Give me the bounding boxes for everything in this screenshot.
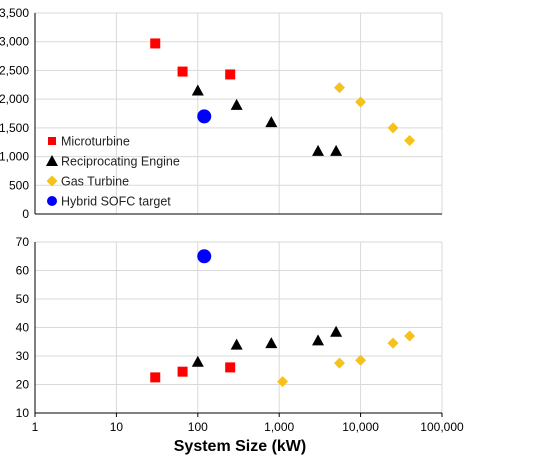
bottom-point-gas-turbine	[355, 354, 367, 366]
bottom-point-reciprocating-engine	[312, 334, 325, 346]
bottom-point-reciprocating-engine	[230, 338, 243, 350]
bottom-y-tick-label: 60	[16, 264, 30, 278]
x-tick-label: 1	[32, 420, 39, 434]
bottom-point-reciprocating-engine	[330, 325, 343, 337]
top-y-tick-label: 2,000	[0, 92, 29, 106]
top-panel: 0 500 1,000 1,500 2,000 2,500 3,000 3,500	[0, 6, 443, 221]
bottom-y-tick-label: 70	[16, 235, 30, 249]
top-point-gas-turbine	[387, 122, 399, 134]
legend-label-hybrid-sofc-target: Hybrid SOFC target	[61, 195, 171, 209]
top-point-gas-turbine	[355, 96, 367, 108]
legend-marker-microturbine	[48, 137, 56, 145]
bottom-y-tick-label: 10	[16, 406, 30, 420]
bottom-point-hybrid-sofc-target	[197, 249, 212, 264]
legend-marker-hybrid-sofc-target	[47, 196, 57, 206]
x-tick-label: 100,000	[420, 420, 464, 434]
top-point-microturbine	[177, 66, 188, 77]
legend-marker-gas-turbine	[46, 175, 58, 187]
top-point-reciprocating-engine	[330, 144, 343, 156]
bottom-y-tick-label: 20	[16, 378, 30, 392]
bottom-point-microturbine	[225, 362, 236, 373]
top-y-tick-label: 2,500	[0, 63, 29, 77]
x-tick-label: 10	[110, 420, 124, 434]
bottom-point-gas-turbine	[404, 330, 416, 342]
bottom-point-reciprocating-engine	[265, 337, 278, 349]
bottom-point-gas-turbine	[333, 357, 345, 369]
x-tick-label: 10,000	[342, 420, 379, 434]
top-point-hybrid-sofc-target	[197, 109, 212, 124]
top-point-microturbine	[150, 38, 161, 49]
legend: Microturbine Reciprocating Engine Gas Turb…	[46, 135, 180, 209]
top-y-tick-label: 1,000	[0, 150, 29, 164]
bottom-y-tick-label: 30	[16, 349, 30, 363]
bottom-point-gas-turbine	[277, 376, 289, 388]
x-axis-label: System Size (kW)	[174, 438, 306, 455]
bottom-y-tick-label: 40	[16, 321, 30, 335]
bottom-point-microturbine	[150, 372, 161, 383]
top-y-tick-label: 500	[9, 178, 29, 192]
bottom-y-tick-label: 50	[16, 292, 30, 306]
top-point-reciprocating-engine	[191, 84, 204, 96]
top-point-microturbine	[225, 69, 236, 80]
top-y-tick-label: 1,500	[0, 121, 29, 135]
x-tick-label: 1,000	[264, 420, 294, 434]
legend-label-gas-turbine: Gas Turbine	[61, 175, 129, 189]
x-tick-label: 100	[188, 420, 208, 434]
top-point-reciprocating-engine	[312, 144, 325, 156]
bottom-point-gas-turbine	[387, 337, 399, 349]
bottom-point-microturbine	[177, 366, 188, 377]
legend-label-microturbine: Microturbine	[61, 135, 130, 149]
top-y-tick-label: 3,500	[0, 6, 29, 20]
top-y-tick-label: 0	[22, 207, 29, 221]
top-point-reciprocating-engine	[265, 116, 278, 128]
top-point-gas-turbine	[404, 134, 416, 146]
top-point-gas-turbine	[333, 82, 345, 94]
bottom-point-reciprocating-engine	[191, 355, 204, 367]
legend-label-reciprocating-engine: Reciprocating Engine	[61, 155, 180, 169]
legend-marker-reciprocating-engine	[46, 155, 58, 166]
top-y-tick-label: 3,000	[0, 35, 29, 49]
top-point-reciprocating-engine	[230, 98, 243, 110]
